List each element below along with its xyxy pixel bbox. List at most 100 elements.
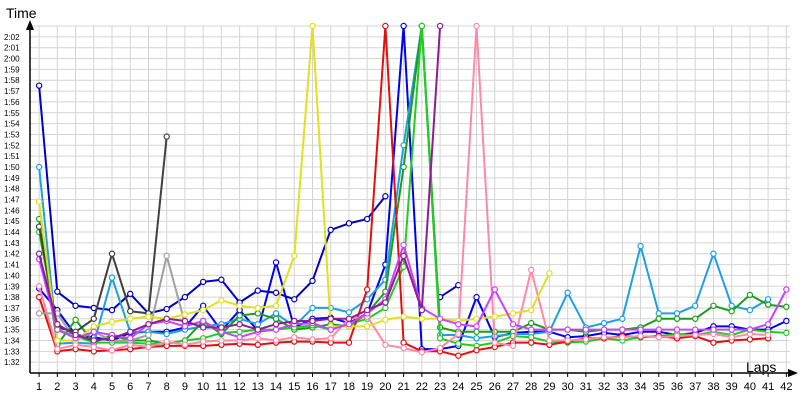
y-tick-label: 2:01 xyxy=(4,44,20,53)
y-tick-label: 1:34 xyxy=(4,336,20,345)
data-point xyxy=(382,193,389,200)
data-point xyxy=(673,315,681,322)
x-tick-label: 25 xyxy=(470,381,482,393)
y-tick-label: 1:48 xyxy=(4,185,20,194)
data-point xyxy=(764,296,772,303)
data-point xyxy=(473,293,480,301)
data-point xyxy=(345,220,353,227)
data-point xyxy=(527,334,535,341)
data-point xyxy=(35,223,43,230)
series-line xyxy=(38,136,168,333)
data-point xyxy=(236,321,243,328)
data-point xyxy=(72,302,79,309)
data-point xyxy=(35,82,43,89)
x-tick-label: 32 xyxy=(598,381,610,393)
x-tick-label: 14 xyxy=(270,381,282,393)
data-point xyxy=(363,323,371,330)
x-tick-label: 37 xyxy=(689,381,701,393)
y-tick-label: 1:58 xyxy=(4,76,20,85)
x-tick-label: 12 xyxy=(233,381,245,393)
data-point xyxy=(127,307,134,315)
x-tick-label: 33 xyxy=(616,381,628,393)
data-point xyxy=(291,296,298,303)
data-point xyxy=(527,339,535,346)
data-point xyxy=(418,306,426,314)
data-point xyxy=(291,317,298,325)
data-point xyxy=(673,326,681,333)
data-point xyxy=(455,352,462,359)
data-point xyxy=(363,286,371,293)
data-point xyxy=(455,340,462,347)
x-tick-label: 13 xyxy=(252,381,264,393)
y-tick-label: 1:59 xyxy=(4,65,20,74)
data-point xyxy=(619,334,626,341)
data-point xyxy=(90,328,97,335)
data-point xyxy=(54,345,61,353)
data-point xyxy=(473,335,480,342)
data-point xyxy=(509,310,517,317)
data-point xyxy=(382,341,389,349)
y-tick-label: 1:39 xyxy=(4,282,20,291)
data-point xyxy=(218,297,225,304)
data-point xyxy=(309,304,316,312)
data-point xyxy=(783,303,790,311)
data-point xyxy=(309,22,316,30)
x-tick-label: 17 xyxy=(325,381,337,393)
data-point xyxy=(692,315,699,322)
data-point xyxy=(564,289,571,296)
y-tick-label: 1:44 xyxy=(4,228,20,237)
data-point xyxy=(127,328,134,335)
data-point xyxy=(272,259,280,266)
data-point xyxy=(309,317,316,325)
data-point xyxy=(327,335,334,342)
data-point xyxy=(418,22,426,30)
data-point xyxy=(509,342,517,350)
x-tick-label: 9 xyxy=(182,381,188,393)
data-point xyxy=(35,250,43,257)
data-point xyxy=(291,334,298,341)
x-tick-label: 24 xyxy=(452,381,464,393)
data-point xyxy=(54,337,61,344)
data-point xyxy=(418,315,426,322)
data-point xyxy=(527,306,535,314)
data-point xyxy=(728,334,735,341)
x-tick-label: 20 xyxy=(379,381,391,393)
data-point xyxy=(746,306,754,314)
x-tick-label: 23 xyxy=(434,381,446,393)
data-point xyxy=(692,331,699,339)
y-tick-label: 1:35 xyxy=(4,326,20,335)
y-tick-label: 1:43 xyxy=(4,239,20,248)
data-point xyxy=(181,317,189,325)
data-point xyxy=(272,302,280,309)
data-point xyxy=(455,321,462,328)
y-tick-label: 1:42 xyxy=(4,250,20,259)
x-tick-label: 36 xyxy=(671,381,683,393)
data-point xyxy=(345,321,353,328)
data-point xyxy=(728,326,735,333)
data-point xyxy=(90,323,97,330)
data-point xyxy=(473,347,480,354)
y-tick-label: 1:38 xyxy=(4,293,20,302)
data-point xyxy=(600,319,608,327)
data-point xyxy=(181,323,189,330)
data-point xyxy=(127,335,134,342)
data-point xyxy=(728,302,735,309)
data-point xyxy=(400,344,407,352)
data-point xyxy=(436,335,444,342)
data-point xyxy=(327,315,334,322)
x-tick-label: 30 xyxy=(562,381,574,393)
data-point xyxy=(181,293,189,301)
data-point xyxy=(127,290,134,298)
x-tick-label: 18 xyxy=(343,381,355,393)
y-tick-label: 1:53 xyxy=(4,130,20,139)
x-tick-label: 34 xyxy=(634,381,646,393)
data-point xyxy=(527,266,535,274)
x-tick-label: 3 xyxy=(73,381,79,393)
data-point xyxy=(236,328,243,335)
data-point xyxy=(181,341,189,349)
data-point xyxy=(382,304,389,312)
x-tick-label: 41 xyxy=(762,381,774,393)
data-point xyxy=(455,330,462,338)
data-point xyxy=(35,198,43,205)
